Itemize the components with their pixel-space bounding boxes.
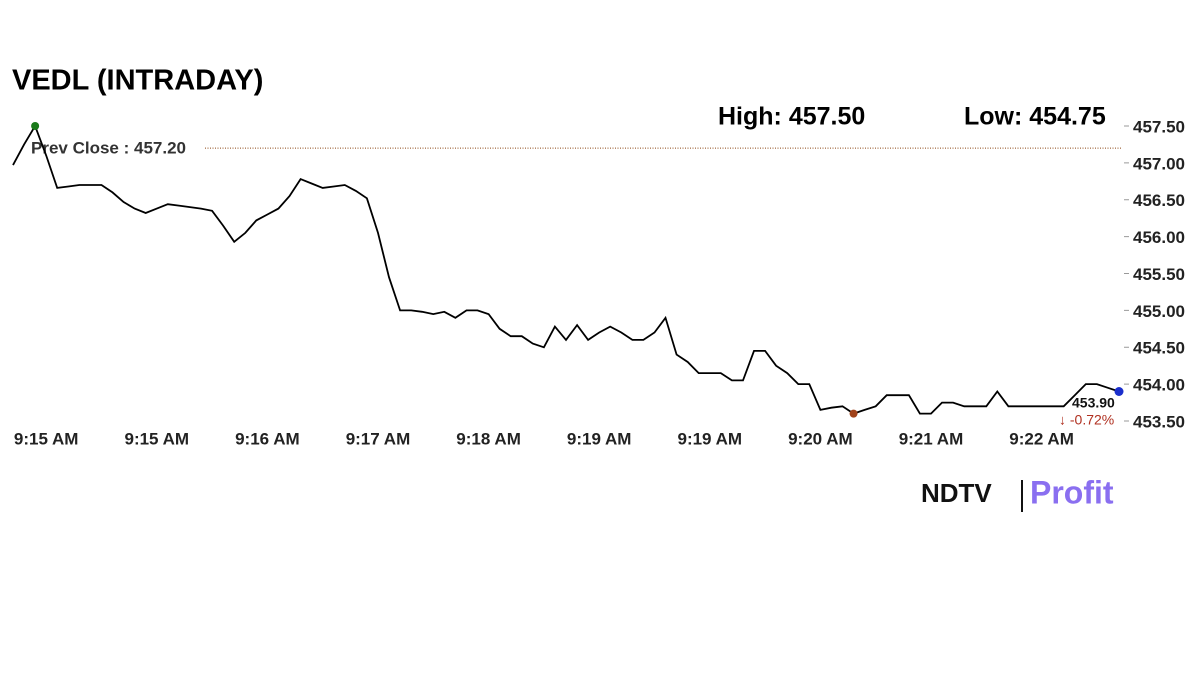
x-tick-label: 9:16 AM (235, 429, 300, 448)
x-tick-label: 9:18 AM (456, 429, 521, 448)
chart-title: VEDL (INTRADAY) (12, 65, 263, 97)
last-price-label: 453.90 (1072, 395, 1115, 411)
low-text: Low: 454.75 (964, 103, 1106, 131)
y-tick-label: 457.00 (1133, 154, 1185, 173)
y-tick-label: 455.00 (1133, 302, 1185, 321)
y-tick-label: 453.50 (1133, 412, 1185, 431)
prev-close-label: Prev Close : 457.20 (31, 139, 186, 158)
x-tick-label: 9:19 AM (677, 429, 742, 448)
x-tick-label: 9:15 AM (14, 429, 79, 448)
high-marker (31, 122, 40, 130)
y-tick-label: 454.50 (1133, 339, 1185, 358)
x-tick-label: 9:15 AM (124, 429, 189, 448)
low-marker (849, 409, 858, 418)
y-tick-label: 456.50 (1133, 191, 1185, 210)
x-tick-label: 9:20 AM (788, 429, 853, 448)
logo-product: Profit (1030, 474, 1114, 510)
y-tick-label: 456.00 (1133, 228, 1185, 247)
x-tick-label: 9:17 AM (346, 429, 411, 448)
x-tick-label: 9:21 AM (899, 429, 964, 448)
high-text: High: 457.50 (718, 103, 865, 131)
logo-brand: NDTV (921, 478, 992, 508)
y-tick-label: 457.50 (1133, 117, 1185, 136)
last-marker (1114, 387, 1124, 396)
prev-close-bg (26, 137, 204, 160)
price-line (12, 123, 1120, 415)
x-tick-label: 9:22 AM (1009, 429, 1074, 448)
change-label: ↓ -0.72% (1059, 412, 1114, 428)
y-tick-label: 455.50 (1133, 265, 1185, 284)
y-tick-label: 454.00 (1133, 376, 1185, 395)
x-tick-label: 9:19 AM (567, 429, 632, 448)
